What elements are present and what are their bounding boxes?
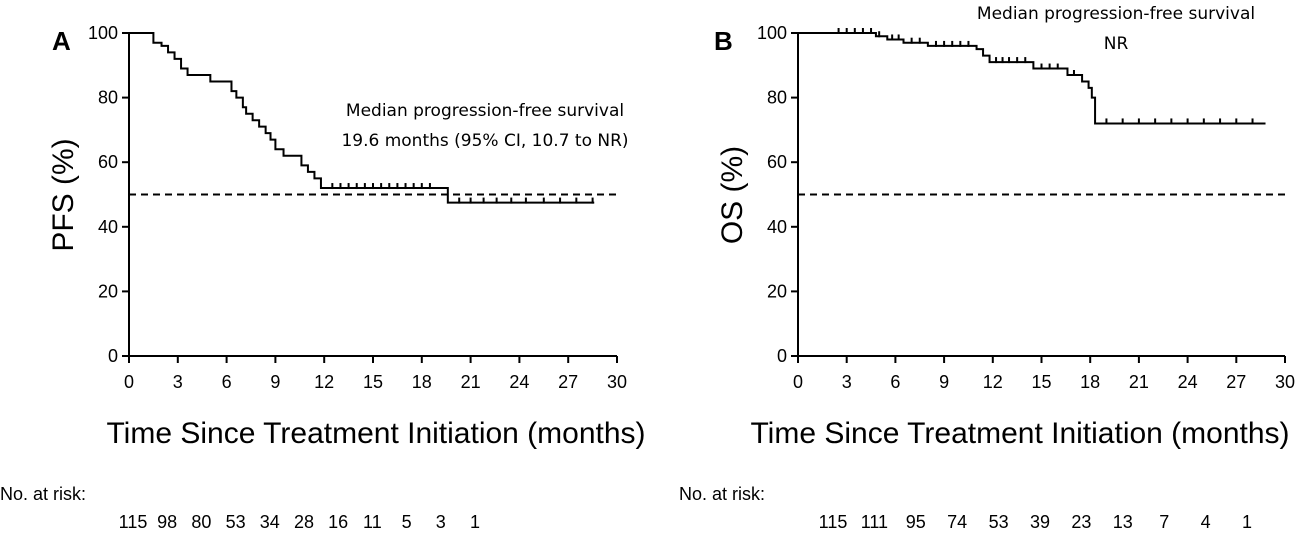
at-risk-value: 39 <box>1030 512 1050 532</box>
at-risk-value: 13 <box>1113 512 1133 532</box>
at-risk-value: 53 <box>226 512 246 532</box>
at-risk-value: 95 <box>906 512 926 532</box>
y-tick-label: 40 <box>767 217 787 237</box>
y-axis-title: PFS (%) <box>47 138 80 251</box>
panel-label: B <box>714 26 733 56</box>
x-tick-label: 30 <box>607 372 627 392</box>
y-tick-label: 60 <box>98 152 118 172</box>
x-tick-label: 18 <box>1080 372 1100 392</box>
x-tick-label: 3 <box>173 372 183 392</box>
y-tick-label: 80 <box>98 88 118 108</box>
at-risk-value: 7 <box>1159 512 1169 532</box>
at-risk-value: 115 <box>119 512 148 532</box>
x-tick-label: 18 <box>412 372 432 392</box>
x-tick-label: 12 <box>314 372 334 392</box>
at-risk-value: 34 <box>260 512 280 532</box>
x-axis-title: Time Since Treatment Initiation (months) <box>106 417 645 450</box>
y-tick-label: 20 <box>98 281 118 301</box>
median-annotation-line1: Median progression-free survival <box>977 4 1255 24</box>
at-risk-value: 74 <box>947 512 967 532</box>
x-tick-label: 0 <box>124 372 134 392</box>
y-tick-label: 60 <box>767 152 787 172</box>
y-tick-label: 20 <box>767 281 787 301</box>
at-risk-value: 1 <box>470 512 480 532</box>
x-tick-label: 27 <box>558 372 578 392</box>
at-risk-value: 4 <box>1201 512 1211 532</box>
at-risk-value: 16 <box>328 512 348 532</box>
at-risk-title: No. at risk: <box>679 484 765 504</box>
x-tick-label: 21 <box>1129 372 1149 392</box>
panel-b-os: 0 20 40 60 80 100 0 3 6 9 12 15 18 21 24 27 30 B OS (%) Tim… <box>679 4 1295 532</box>
at-risk-value: 111 <box>861 512 888 532</box>
at-risk-value: 5 <box>402 512 412 532</box>
x-tick-label: 24 <box>509 372 529 392</box>
survival-curve <box>129 32 595 204</box>
x-axis-title: Time Since Treatment Initiation (months) <box>750 417 1289 450</box>
x-tick-label: 24 <box>1178 372 1198 392</box>
at-risk-value: 23 <box>1071 512 1091 532</box>
x-tick-label: 15 <box>1031 372 1051 392</box>
at-risk-value: 98 <box>157 512 177 532</box>
at-risk-value: 1 <box>1242 512 1252 532</box>
x-tick-label: 30 <box>1275 372 1295 392</box>
x-tick-label: 27 <box>1226 372 1246 392</box>
panel-label: A <box>52 26 71 56</box>
at-risk-value: 11 <box>363 512 382 532</box>
x-tick-label: 0 <box>793 372 803 392</box>
at-risk-value: 80 <box>191 512 211 532</box>
median-annotation-line1: Median progression-free survival <box>346 101 624 121</box>
x-tick-label: 6 <box>890 372 900 392</box>
at-risk-value: 53 <box>989 512 1009 532</box>
y-tick-label: 80 <box>767 88 787 108</box>
at-risk-value: 115 <box>819 512 848 532</box>
y-tick-label: 0 <box>108 346 118 366</box>
at-risk-title: No. at risk: <box>0 484 86 504</box>
median-annotation-line2: NR <box>1104 34 1129 54</box>
x-tick-label: 21 <box>461 372 481 392</box>
x-tick-label: 12 <box>983 372 1003 392</box>
median-annotation-line2: 19.6 months (95% CI, 10.7 to NR) <box>341 131 628 151</box>
y-tick-label: 100 <box>88 23 118 43</box>
x-tick-label: 15 <box>363 372 383 392</box>
y-tick-label: 0 <box>777 346 787 366</box>
y-axis-title: OS (%) <box>716 146 749 244</box>
at-risk-value: 3 <box>436 512 446 532</box>
at-risk-value: 28 <box>294 512 314 532</box>
x-tick-label: 6 <box>222 372 232 392</box>
x-tick-label: 3 <box>842 372 852 392</box>
y-tick-label: 40 <box>98 217 118 237</box>
survival-curve <box>798 32 1266 125</box>
y-tick-label: 100 <box>757 23 787 43</box>
x-tick-label: 9 <box>270 372 280 392</box>
x-tick-label: 9 <box>939 372 949 392</box>
